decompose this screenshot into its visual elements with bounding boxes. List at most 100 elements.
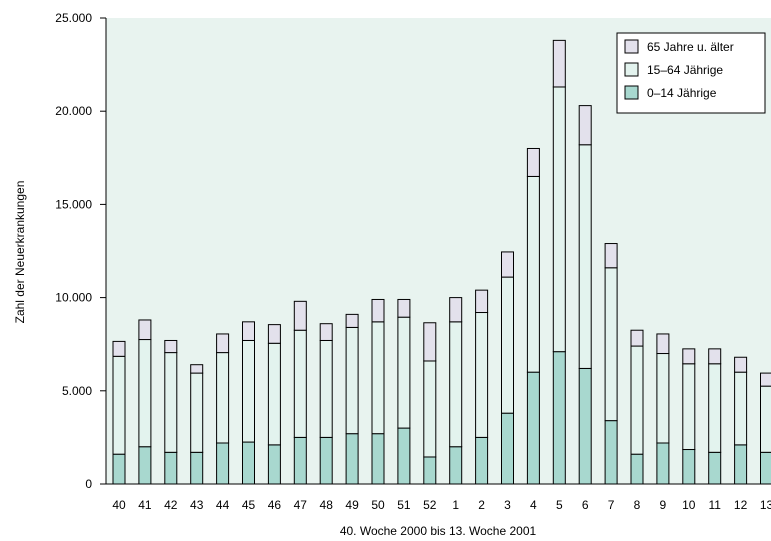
y-ticks-group: 0 5.000 10.000 15.000 20.000 25.000 <box>55 11 106 491</box>
x-tick-label: 6 <box>582 498 589 512</box>
legend-box <box>616 32 766 114</box>
bar-segment-0 <box>345 433 359 485</box>
x-tick-label: 11 <box>708 498 721 512</box>
bar-segment-2 <box>682 348 696 365</box>
bar-segment-0 <box>423 456 437 485</box>
bar-segment-1 <box>708 363 722 453</box>
bar-segment-1 <box>630 345 644 455</box>
bar-segment-0 <box>578 367 592 485</box>
bar-segment-2 <box>760 372 771 387</box>
bar-segment-2 <box>319 323 333 341</box>
x-tick-label: 9 <box>660 498 667 512</box>
x-tick-label: 1 <box>452 498 459 512</box>
legend-label: 15–64 Jährige <box>647 63 723 77</box>
bar-segment-0 <box>267 444 281 485</box>
bar-segment-1 <box>112 355 126 455</box>
y-tick-label: 5.000 <box>62 384 92 398</box>
bar-segment-0 <box>242 441 255 485</box>
bar-segment-2 <box>630 329 644 347</box>
bar-segment-0 <box>449 446 463 485</box>
bar-segment-2 <box>216 333 230 354</box>
x-tick-label: 40 <box>112 498 126 512</box>
bar-segment-2 <box>371 298 385 323</box>
bar-segment-2 <box>501 251 514 278</box>
y-tick-label: 25.000 <box>55 11 92 25</box>
bar-segment-0 <box>708 451 722 485</box>
x-tick-label: 12 <box>734 498 748 512</box>
bar-segment-0 <box>138 446 152 485</box>
bar-segment-1 <box>190 372 204 453</box>
x-tick-label: 10 <box>682 498 696 512</box>
bar-segment-1 <box>242 339 255 443</box>
y-tick-label: 10.000 <box>55 291 92 305</box>
bar-segment-2 <box>734 356 748 373</box>
bar-segment-0 <box>501 412 514 485</box>
bar-segment-1 <box>475 312 489 438</box>
x-tick-label: 13 <box>760 498 771 512</box>
bars-group <box>112 39 771 485</box>
legend-swatch <box>624 62 639 77</box>
bar-segment-0 <box>190 451 204 485</box>
bar-segment-0 <box>475 436 489 485</box>
x-ticks-group: 40 41 42 43 44 45 46 47 48 49 50 51 52 1 2 3 4 5 6 7 8 9 10 11 1… <box>112 498 771 512</box>
bar-segment-2 <box>242 321 255 341</box>
bar-segment-2 <box>293 300 307 331</box>
x-tick-label: 47 <box>294 498 308 512</box>
bar-segment-2 <box>526 147 540 177</box>
x-tick-label: 41 <box>138 498 152 512</box>
bar-segment-0 <box>164 451 178 485</box>
bar-segment-1 <box>164 352 178 453</box>
bar-segment-2 <box>578 105 592 146</box>
x-tick-label: 42 <box>164 498 178 512</box>
x-tick-label: 48 <box>320 498 334 512</box>
bar-segment-0 <box>630 453 644 485</box>
bar-segment-0 <box>293 436 307 485</box>
legend: 65 Jahre u. älter 15–64 Jährige 0–14 Jähri… <box>616 32 766 114</box>
bar-segment-1 <box>267 342 281 446</box>
bar-segment-0 <box>216 442 230 485</box>
x-tick-label: 8 <box>634 498 641 512</box>
bar-segment-0 <box>552 351 566 485</box>
bar-segment-1 <box>138 339 152 448</box>
bar-segment-1 <box>552 86 566 353</box>
bar-segment-2 <box>423 322 437 362</box>
bar-segment-0 <box>319 436 333 485</box>
legend-label: 0–14 Jährige <box>647 86 717 100</box>
bar-segment-2 <box>138 319 152 341</box>
bar-segment-2 <box>164 339 178 354</box>
bar-segment-1 <box>293 329 307 438</box>
bar-segment-1 <box>501 276 514 414</box>
x-tick-label: 44 <box>216 498 230 512</box>
bar-segment-1 <box>682 363 696 451</box>
x-tick-label: 3 <box>504 498 511 512</box>
bar-segment-1 <box>526 175 540 373</box>
x-tick-label: 50 <box>371 498 385 512</box>
bar-segment-2 <box>267 324 281 344</box>
x-tick-label: 49 <box>345 498 359 512</box>
bar-segment-1 <box>423 360 437 458</box>
bar-segment-0 <box>734 444 748 485</box>
x-tick-label: 7 <box>608 498 615 512</box>
y-tick-label: 0 <box>85 477 92 491</box>
bar-segment-2 <box>552 39 566 88</box>
x-tick-label: 4 <box>530 498 537 512</box>
legend-swatch <box>624 39 639 54</box>
x-axis-title: 40. Woche 2000 bis 13. Woche 2001 <box>340 524 537 538</box>
bar-segment-2 <box>112 340 126 357</box>
bar-segment-2 <box>345 313 359 328</box>
bar-segment-1 <box>656 353 670 444</box>
x-tick-label: 51 <box>397 498 411 512</box>
bar-segment-2 <box>656 333 670 355</box>
y-tick-label: 20.000 <box>55 104 92 118</box>
bar-segment-0 <box>371 433 385 485</box>
legend-label: 65 Jahre u. älter <box>647 40 734 54</box>
bar-segment-0 <box>682 449 696 485</box>
bar-segment-2 <box>190 364 204 374</box>
bar-segment-0 <box>656 442 670 485</box>
bar-segment-1 <box>319 339 333 438</box>
y-tick-label: 15.000 <box>55 197 92 211</box>
bar-segment-1 <box>604 267 618 422</box>
x-tick-label: 46 <box>268 498 282 512</box>
bar-segment-0 <box>760 451 771 485</box>
